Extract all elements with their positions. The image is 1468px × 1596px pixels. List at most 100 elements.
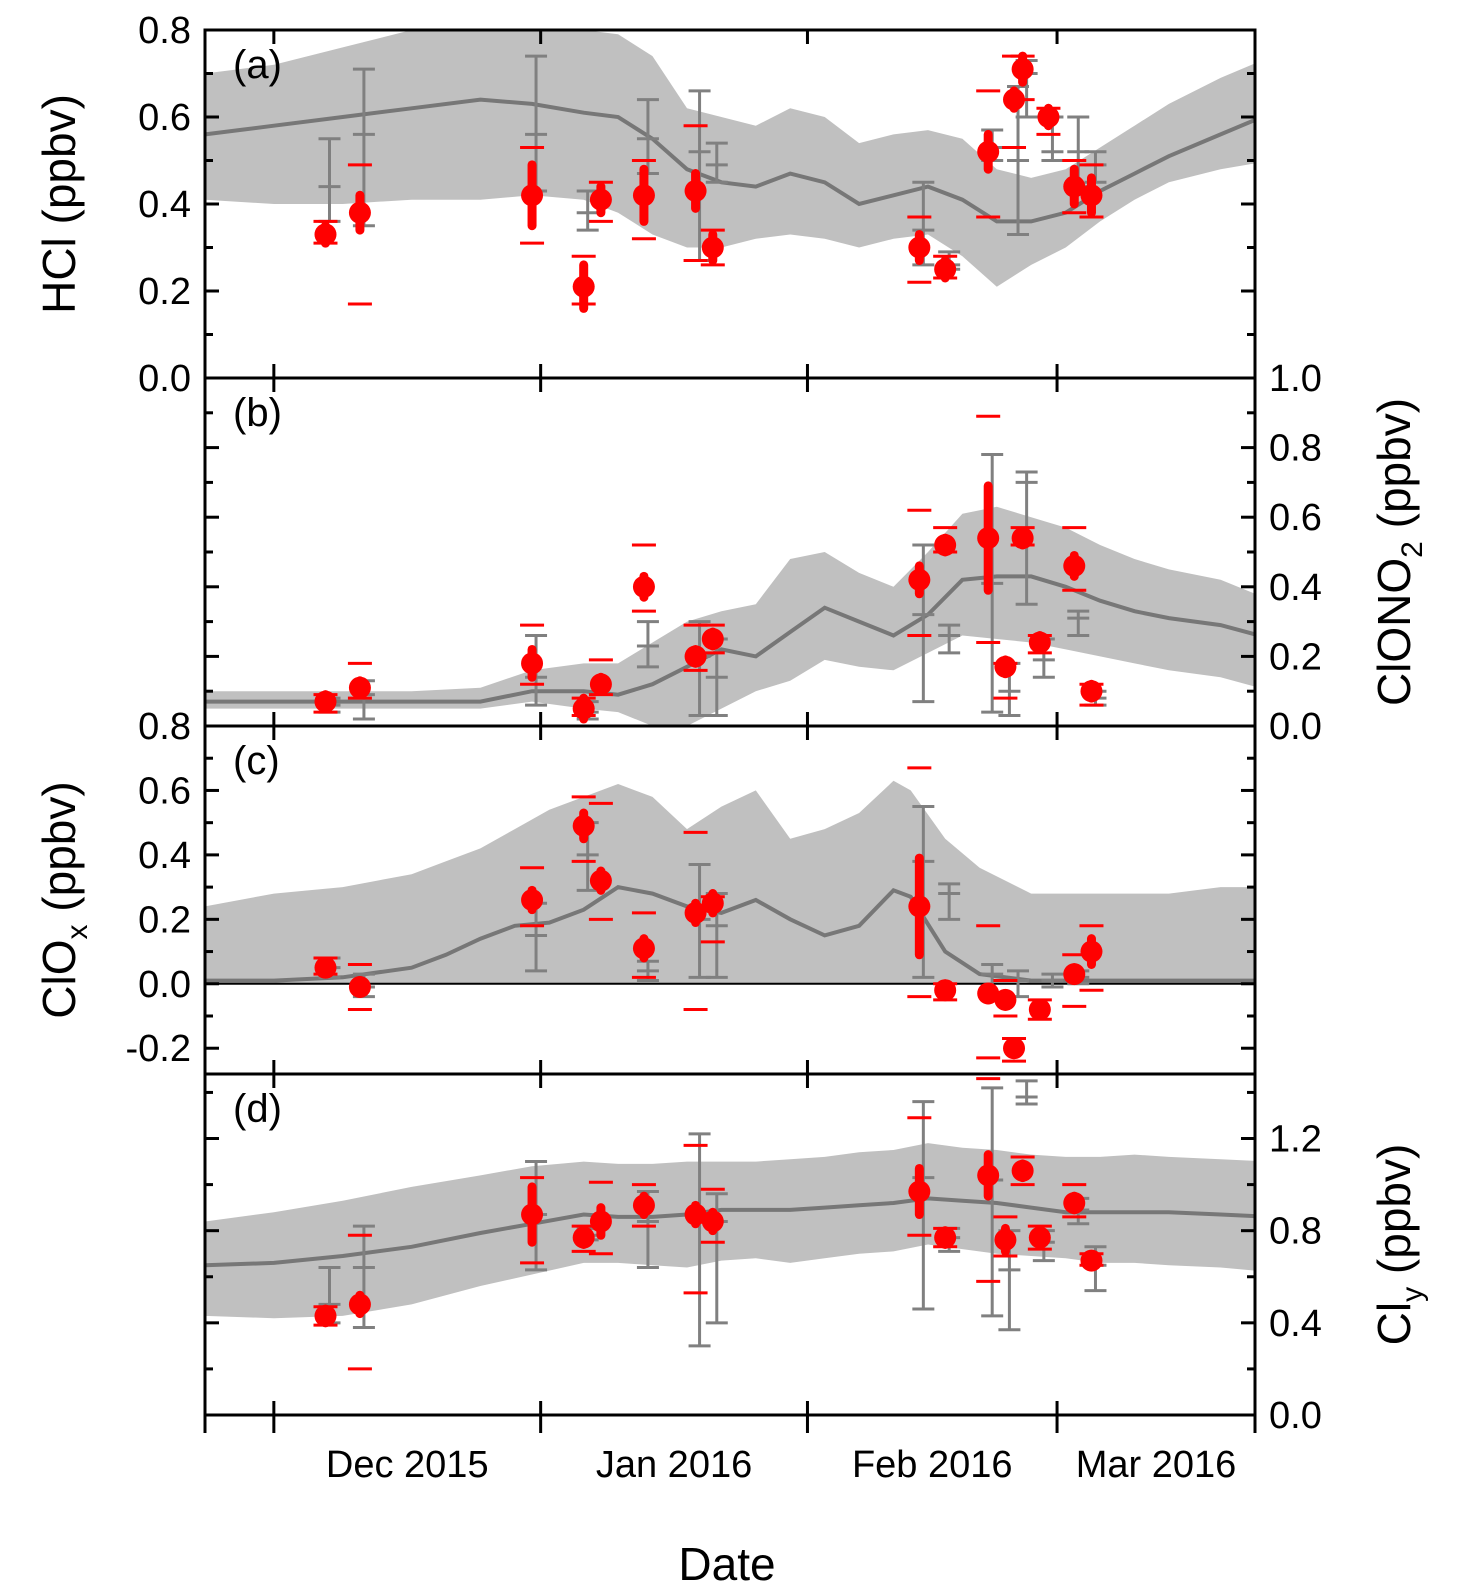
observation-point xyxy=(684,1200,707,1229)
plot-area-a xyxy=(205,30,1255,313)
x-tick-label: Jan 2016 xyxy=(596,1444,752,1486)
y-axis-title-unit: (ppbv) xyxy=(33,781,85,924)
y-tick-label: 0.8 xyxy=(1269,428,1322,470)
observation-point xyxy=(314,1304,337,1328)
y-axis-title-part: Cl xyxy=(1368,1302,1420,1345)
observation-marker xyxy=(521,889,544,911)
observation-marker xyxy=(1080,1249,1103,1272)
observation-point xyxy=(348,1290,371,1319)
observation-point xyxy=(684,898,707,928)
observation-point xyxy=(1003,86,1026,113)
observation-marker xyxy=(1011,58,1034,81)
observation-marker xyxy=(1011,1159,1034,1182)
plot-area-d xyxy=(205,1077,1255,1371)
observation-marker xyxy=(934,1226,957,1249)
observation-marker xyxy=(1028,631,1051,654)
y-tick-label: 0.4 xyxy=(138,835,191,877)
chart-panels: 0.0 0.2 0.4 0.6 0.8 HCl (ppbv) (a) 0.0 0.2 0.4 0.6… xyxy=(33,10,1429,1486)
y-axis-title-d: Cly (ppbv) xyxy=(1368,1144,1429,1346)
observation-point xyxy=(572,693,595,724)
observation-marker xyxy=(994,1228,1017,1251)
observation-marker xyxy=(1003,88,1026,111)
observation-marker xyxy=(1011,527,1034,550)
observation-point xyxy=(1028,1226,1051,1249)
observation-marker xyxy=(348,676,371,699)
observation-point xyxy=(934,979,957,1002)
observation-point xyxy=(994,1223,1017,1256)
y-tick-label: 0.8 xyxy=(138,706,191,748)
y-axis-title-subscript: y xyxy=(1396,1287,1429,1302)
observation-point xyxy=(977,1150,1000,1201)
y-tick-label: 0.0 xyxy=(1269,1395,1322,1437)
observation-marker xyxy=(701,236,724,259)
y-axis-title-part: ClONO xyxy=(1368,558,1420,706)
observation-point xyxy=(1011,526,1034,550)
observation-marker xyxy=(908,895,931,918)
observation-marker xyxy=(632,1194,655,1217)
observation-point xyxy=(934,256,957,283)
y-tick-label: 1.2 xyxy=(1269,1119,1322,1161)
observation-marker xyxy=(934,534,957,557)
y-axis-title-c: ClOx (ppbv) xyxy=(33,781,94,1018)
observation-marker xyxy=(572,1226,595,1249)
observation-marker xyxy=(632,937,655,960)
observation-marker xyxy=(1080,680,1103,703)
observation-marker xyxy=(1063,1192,1086,1215)
observation-point xyxy=(977,481,1000,595)
observation-marker xyxy=(684,901,707,924)
observation-point xyxy=(521,1182,544,1247)
panel-label-a: (a) xyxy=(233,43,282,87)
observation-marker xyxy=(572,814,595,837)
observation-point xyxy=(1063,550,1086,581)
y-tick-label: 0.8 xyxy=(138,10,191,52)
observation-point xyxy=(1063,164,1086,209)
x-axis-title: Date xyxy=(678,1538,775,1590)
y-tick-label: 0.6 xyxy=(138,770,191,812)
observation-point xyxy=(934,533,957,557)
observation-marker xyxy=(521,652,544,675)
observation-point xyxy=(1037,103,1060,131)
observation-marker xyxy=(589,1210,612,1233)
observation-marker xyxy=(684,1203,707,1226)
observation-marker xyxy=(632,575,655,598)
observation-marker xyxy=(684,179,707,202)
y-axis-title-subscript: x xyxy=(61,924,94,939)
observation-marker xyxy=(684,645,707,668)
observation-point xyxy=(701,229,724,266)
observation-marker xyxy=(994,988,1017,1011)
observation-marker xyxy=(314,690,337,713)
observation-marker xyxy=(977,527,1000,550)
observation-marker xyxy=(589,673,612,696)
satellite-point xyxy=(636,620,659,669)
y-tick-label: 0.2 xyxy=(138,271,191,313)
observation-point xyxy=(348,190,371,235)
observation-marker xyxy=(977,1164,1000,1187)
observation-marker xyxy=(1028,998,1051,1021)
observation-point xyxy=(572,260,595,313)
panel-label-c: (c) xyxy=(233,739,280,783)
model-envelope-band xyxy=(205,1143,1255,1319)
observation-point xyxy=(684,644,707,668)
panel-label-d: (d) xyxy=(233,1087,282,1131)
observation-marker xyxy=(1003,1037,1026,1060)
observation-point xyxy=(632,1191,655,1220)
observation-marker xyxy=(934,979,957,1002)
satellite-point xyxy=(938,623,961,655)
observation-marker xyxy=(589,869,612,892)
observation-point xyxy=(1063,1191,1086,1215)
y-tick-label: -0.2 xyxy=(126,1028,191,1070)
observation-marker xyxy=(1080,940,1103,963)
observation-point xyxy=(1080,934,1103,969)
observation-marker xyxy=(1080,184,1103,207)
x-tick-label: Mar 2016 xyxy=(1076,1444,1237,1486)
observation-marker xyxy=(701,892,724,915)
observation-marker xyxy=(521,184,544,207)
observation-point xyxy=(632,164,655,226)
y-tick-label: 0.4 xyxy=(1269,567,1322,609)
observation-marker xyxy=(1037,106,1060,128)
satellite-point xyxy=(938,882,961,921)
observation-point xyxy=(1080,173,1103,218)
observation-point xyxy=(632,571,655,602)
model-mean-line xyxy=(205,97,1255,224)
panel-frame xyxy=(203,1072,1257,1417)
